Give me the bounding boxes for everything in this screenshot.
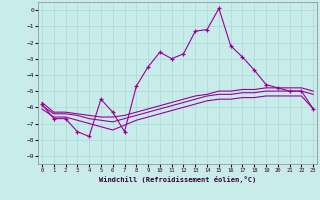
X-axis label: Windchill (Refroidissement éolien,°C): Windchill (Refroidissement éolien,°C)	[99, 176, 256, 183]
